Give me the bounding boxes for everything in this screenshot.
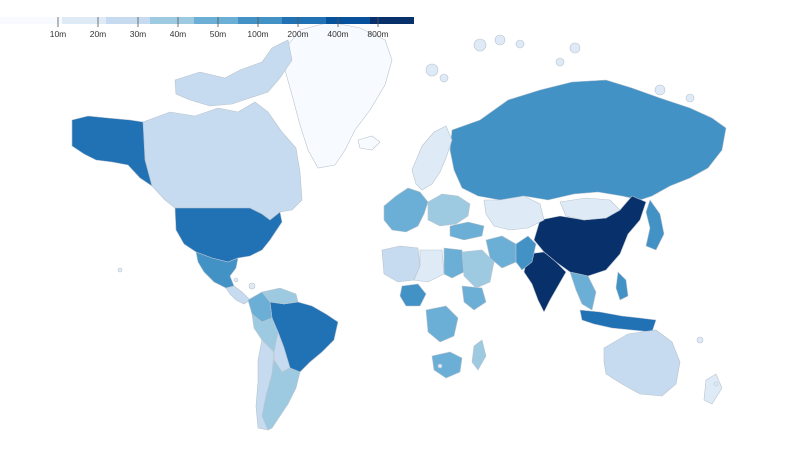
region-greenland[interactable] [284,21,393,169]
island [569,42,581,54]
region-indonesia[interactable] [579,309,657,333]
region-central-america[interactable] [225,285,251,305]
region-philippines[interactable] [615,271,629,301]
region-chile[interactable] [255,339,275,431]
region-mexico[interactable] [195,251,239,289]
region-nigeria[interactable] [399,283,427,307]
region-kazakhstan[interactable] [483,195,545,231]
island [248,282,256,290]
legend-tick-label: 400m [327,29,348,39]
region-turkey[interactable] [449,221,485,241]
legend-swatch [62,17,106,24]
region-scandinavia[interactable] [411,125,453,191]
island [473,38,487,52]
island [654,84,666,96]
island [425,63,439,77]
region-alaska[interactable] [71,115,153,187]
region-arctic-islands[interactable] [174,39,293,107]
region-eastern-europe[interactable] [427,193,471,227]
region-iceland[interactable] [357,135,381,151]
legend-swatch [194,17,238,24]
region-russia[interactable] [449,79,727,201]
legend-swatch [106,17,150,24]
legend-ticks [57,17,379,27]
region-dr-congo[interactable] [425,305,459,343]
legend-swatch [0,17,62,24]
island [233,277,239,283]
island [439,73,449,83]
region-madagascar[interactable] [471,339,487,371]
region-canada[interactable] [142,101,303,221]
region-japan[interactable] [645,199,665,251]
region-india[interactable] [523,251,567,313]
region-venezuela[interactable] [261,287,299,305]
legend-tick-label: 50m [210,29,227,39]
region-saudi-arabia[interactable] [461,249,495,289]
island [437,363,443,369]
island [494,34,506,46]
island [685,93,695,103]
island [555,57,565,67]
legend-swatch [326,17,370,24]
region-united-states[interactable] [174,207,283,263]
region-egypt[interactable] [443,247,465,279]
legend-labels: 10m 20m 30m 40m 50m 100m 200m 400m 800m [50,29,389,39]
island [696,336,704,344]
legend-tick-label: 30m [130,29,147,39]
region-western-europe[interactable] [383,187,429,233]
legend-swatch [282,17,326,24]
region-southeast-asia[interactable] [569,271,597,311]
region-algeria[interactable] [381,245,421,283]
legend-swatch [238,17,282,24]
legend-swatch [150,17,194,24]
region-ethiopia[interactable] [461,285,487,311]
region-south-africa[interactable] [431,351,463,379]
region-pakistan[interactable] [515,235,537,271]
region-libya[interactable] [413,249,445,283]
region-new-zealand[interactable] [703,373,723,405]
island [713,381,719,387]
island [117,267,123,273]
color-legend: 10m 20m 30m 40m 50m 100m 200m 400m 800m [0,0,420,44]
legend-tick-label: 10m [50,29,67,39]
region-australia[interactable] [603,329,681,397]
legend-tick-label: 20m [90,29,107,39]
legend-tick-label: 200m [287,29,308,39]
legend-tick-label: 40m [170,29,187,39]
island [515,39,525,49]
region-mongolia[interactable] [559,197,621,221]
legend-swatch [370,17,414,24]
legend-swatches [0,17,414,24]
legend-tick-label: 800m [367,29,388,39]
legend-tick-label: 100m [247,29,268,39]
